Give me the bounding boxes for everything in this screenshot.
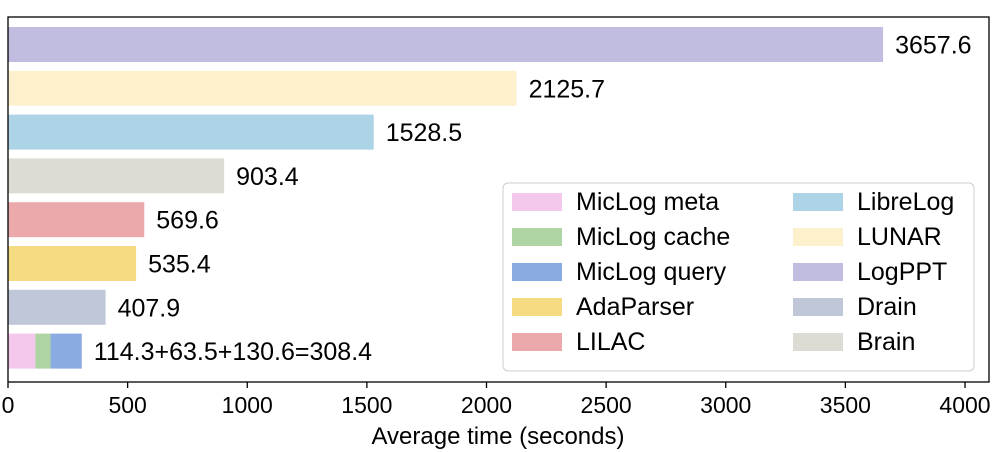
legend: MicLog meta MicLog cache MicLog query AdaPa… xyxy=(502,182,975,372)
x-tick-label-1000: 1000 xyxy=(222,392,273,418)
bar-logppt xyxy=(8,27,884,62)
bar-adaparser xyxy=(8,246,137,281)
legend-swatch-brain xyxy=(793,333,843,351)
value-label-logppt: 3657.6 xyxy=(895,32,971,60)
bar-miclog-meta xyxy=(8,333,36,369)
bar-lunar xyxy=(8,70,517,106)
legend-swatch-logppt xyxy=(793,263,843,281)
x-tick-label-1500: 1500 xyxy=(341,392,392,418)
legend-label-lunar: LUNAR xyxy=(857,223,942,251)
legend-label-librelog: LibreLog xyxy=(857,188,954,216)
bar-librelog xyxy=(8,114,374,150)
legend-label-miclog-query: MicLog query xyxy=(576,258,727,286)
value-label-lilac: 569.6 xyxy=(156,207,219,235)
legend-label-miclog-cache: MicLog cache xyxy=(576,223,730,251)
legend-label-logppt: LogPPT xyxy=(857,258,947,286)
legend-frame xyxy=(502,182,975,372)
x-tick-label-0: 0 xyxy=(2,392,15,418)
legend-label-drain: Drain xyxy=(857,293,917,321)
x-tick-label-500: 500 xyxy=(108,392,146,418)
plot-frame xyxy=(7,16,990,383)
value-label-adaparser: 535.4 xyxy=(148,251,211,279)
value-label-lunar: 2125.7 xyxy=(529,75,605,103)
legend-swatch-librelog xyxy=(793,193,843,211)
legend-label-lilac: LILAC xyxy=(576,328,645,356)
bar-miclog-cache xyxy=(35,333,51,369)
legend-swatch-adaparser xyxy=(512,298,562,316)
legend-swatch-lunar xyxy=(793,228,843,246)
bars-group xyxy=(8,27,884,369)
legend-swatch-miclog-cache xyxy=(512,228,562,246)
x-tick-label-3500: 3500 xyxy=(820,392,871,418)
x-tick-label-2500: 2500 xyxy=(581,392,632,418)
legend-swatch-drain xyxy=(793,298,843,316)
value-labels-group: 3657.6 2125.7 1528.5 903.4 569.6 535.4 407.9 11… xyxy=(94,32,972,367)
bar-drain xyxy=(8,289,106,325)
value-label-miclog: 114.3+63.5+130.6=308.4 xyxy=(94,338,372,366)
legend-label-brain: Brain xyxy=(857,328,915,356)
legend-swatch-miclog-query xyxy=(512,263,562,281)
x-tick-label-2000: 2000 xyxy=(461,392,512,418)
x-axis-title: Average time (seconds) xyxy=(371,423,624,450)
bar-lilac xyxy=(8,202,145,238)
legend-label-miclog-meta: MicLog meta xyxy=(576,188,719,216)
value-label-librelog: 1528.5 xyxy=(386,119,462,147)
x-tick-label-3000: 3000 xyxy=(700,392,751,418)
value-label-drain: 407.9 xyxy=(118,294,181,322)
bar-miclog-query xyxy=(50,333,82,369)
x-tick-label-4000: 4000 xyxy=(939,392,990,418)
legend-swatch-lilac xyxy=(512,333,562,351)
legend-label-adaparser: AdaParser xyxy=(576,293,694,321)
value-label-brain: 903.4 xyxy=(236,163,299,191)
bar-brain xyxy=(8,158,225,194)
x-axis: 0 500 1000 1500 2000 2500 3000 3500 4000 xyxy=(2,382,991,418)
legend-swatch-miclog-meta xyxy=(512,193,562,211)
